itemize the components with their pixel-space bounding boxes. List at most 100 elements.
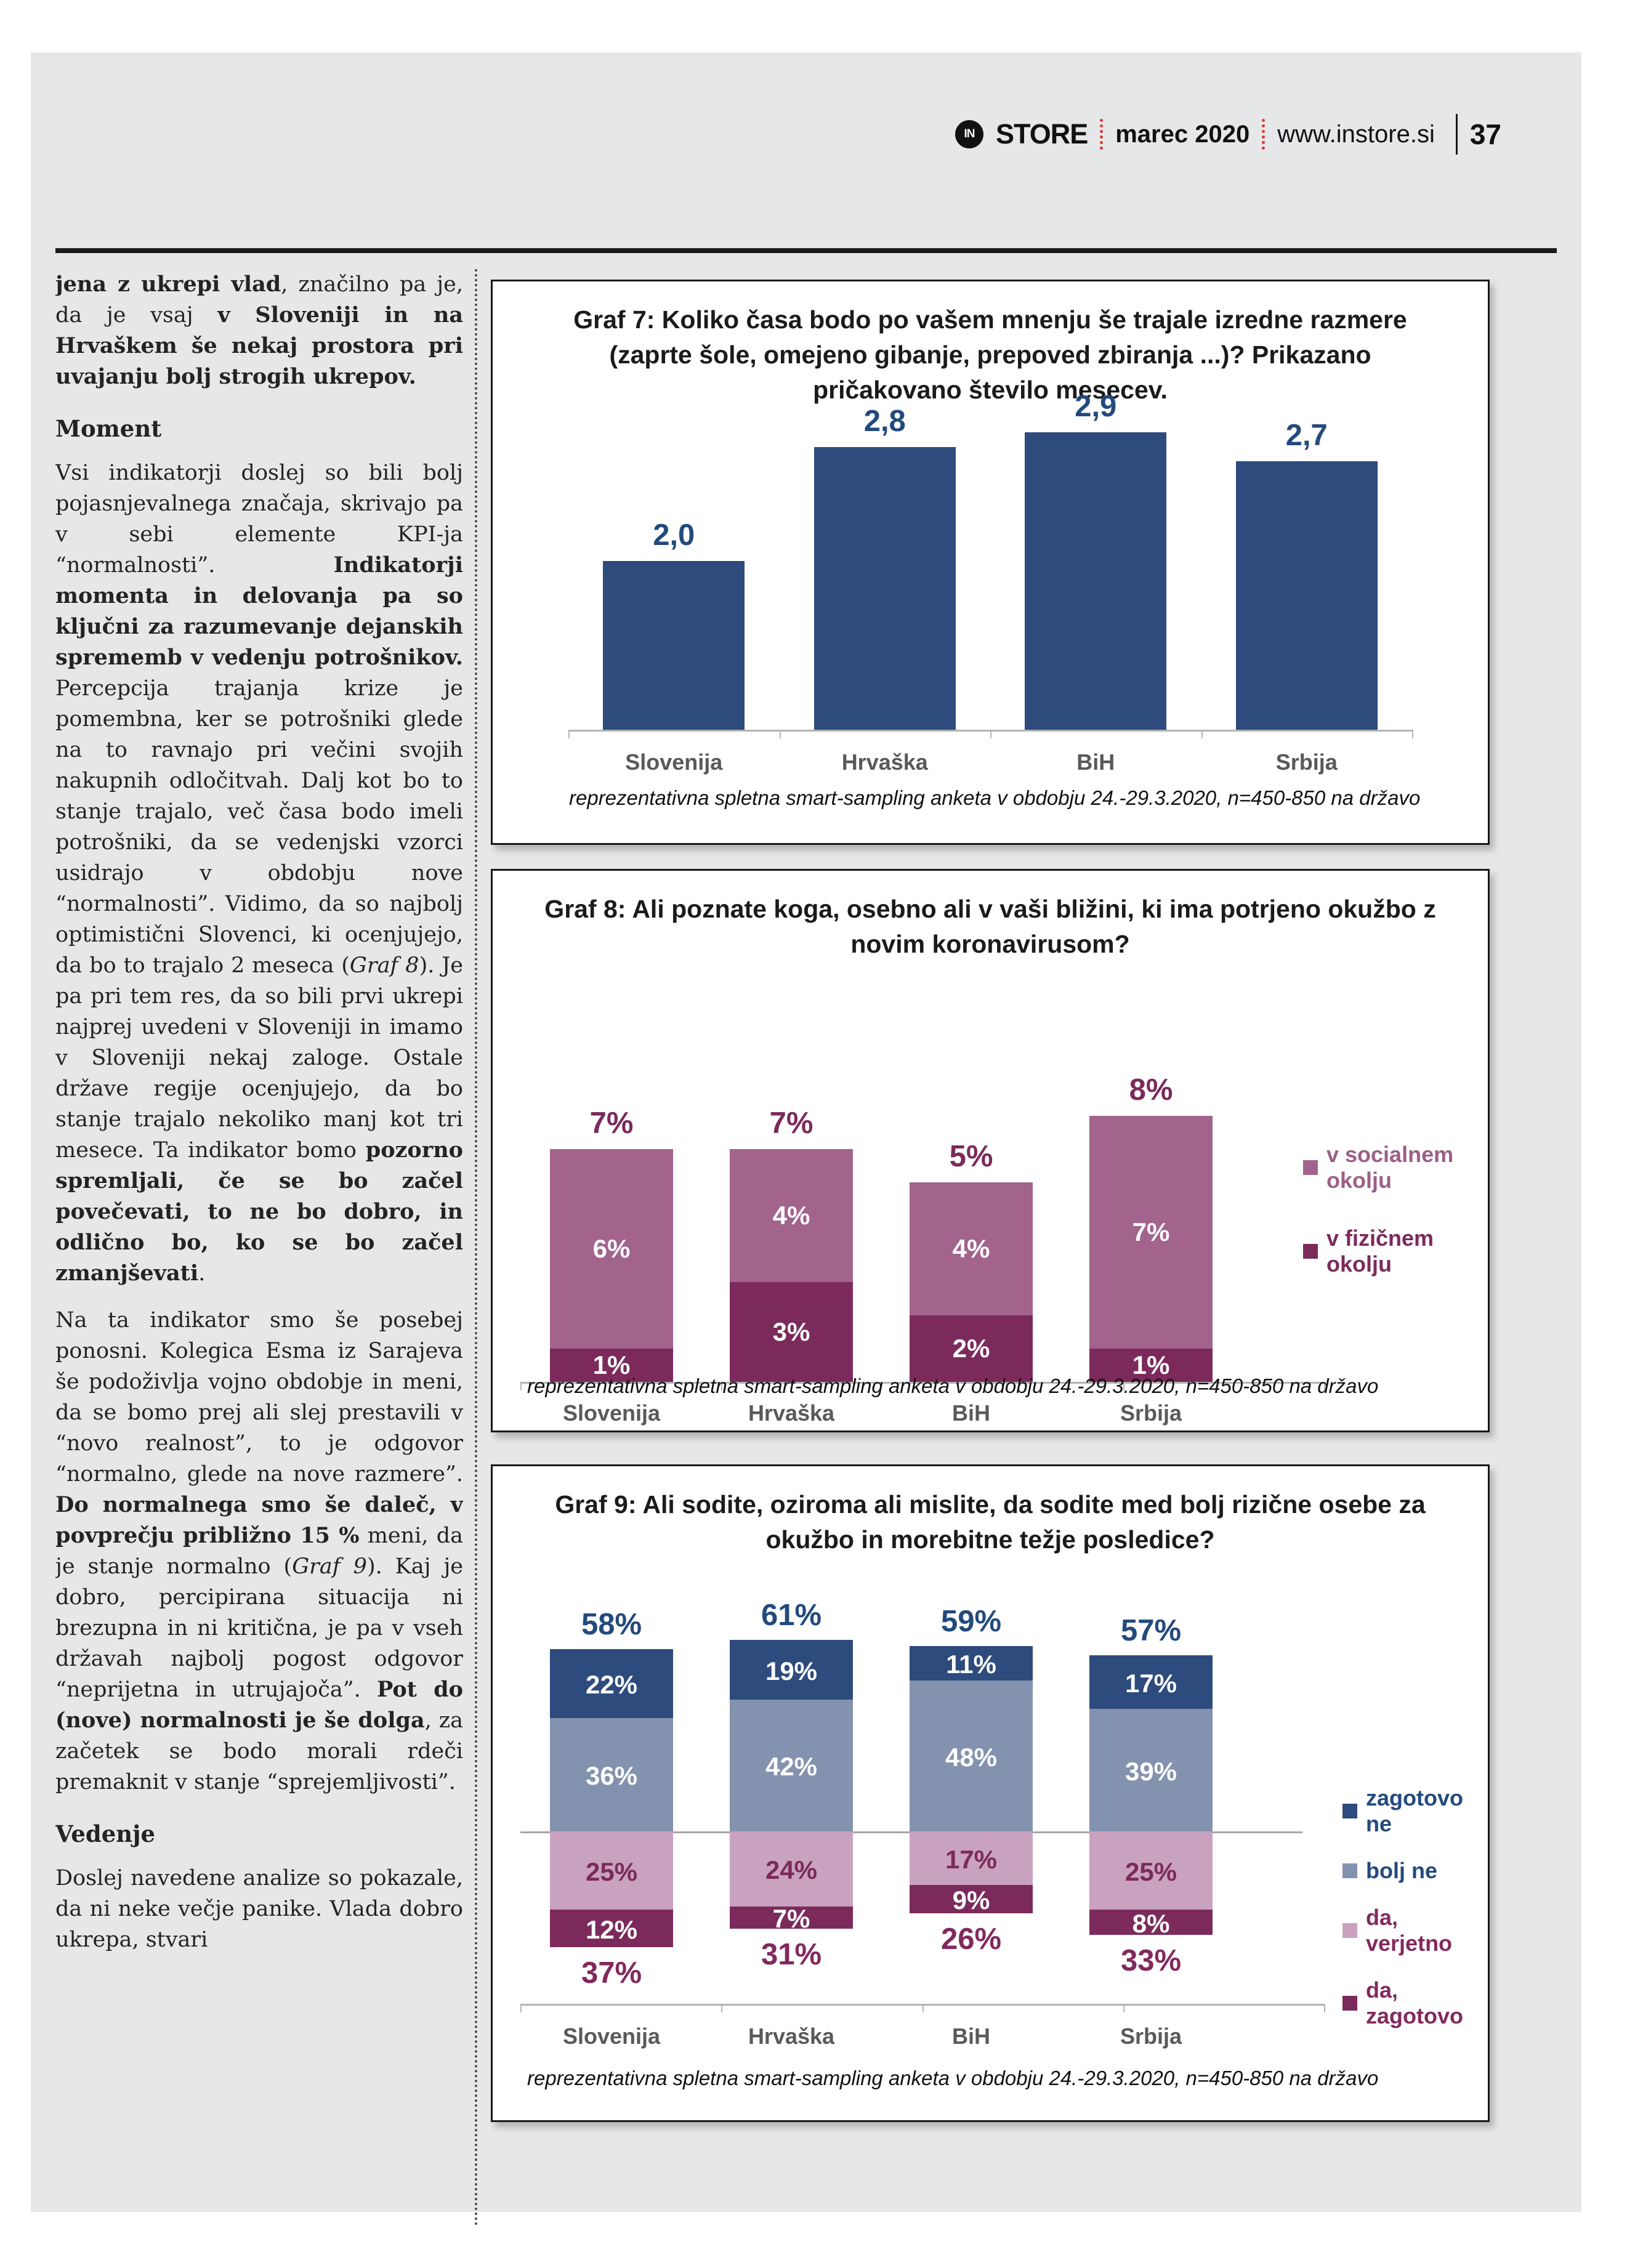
segment-label: 4% bbox=[772, 1201, 810, 1230]
chart-box-graf7: Graf 7: Koliko časa bodo po vašem mnenju… bbox=[491, 280, 1490, 845]
axis-tick bbox=[990, 730, 991, 738]
segment-label: 25% bbox=[585, 1857, 638, 1886]
issue-date: marec 2020 bbox=[1115, 120, 1250, 148]
category-label-bih: BiH bbox=[952, 1400, 990, 1426]
segment-label: 48% bbox=[945, 1742, 998, 1772]
page-number: 37 bbox=[1469, 118, 1501, 150]
column-separator bbox=[475, 269, 477, 2227]
segment-da-zagotovo-slovenija bbox=[550, 1910, 673, 1947]
total-label: 7% bbox=[589, 1107, 634, 1140]
segment-da-zagotovo-srbija bbox=[1089, 1910, 1213, 1935]
article-text-run: Pot do (nove) normalnosti je še dolga bbox=[55, 1677, 463, 1733]
magazine-page: IN STORE marec 2020 www.instore.si 37 je… bbox=[31, 52, 1581, 2227]
axis-tick bbox=[721, 1382, 723, 1390]
chart-title-graf9: Graf 9: Ali sodite, oziroma ali mislite,… bbox=[555, 1490, 1426, 1554]
article-text-run: ). Je pa pri tem res, da so bili prvi uk… bbox=[55, 953, 463, 1163]
segment-label: 22% bbox=[585, 1670, 638, 1699]
chart-title-graf7: Graf 7: Koliko časa bodo po vašem mnenju… bbox=[573, 305, 1407, 404]
axis-tick bbox=[721, 2004, 723, 2012]
axis-tick bbox=[1123, 2004, 1124, 2012]
segment-label: 25% bbox=[1124, 1857, 1177, 1886]
category-label-bih: BiH bbox=[952, 2024, 990, 2049]
segment-socialno-srbija bbox=[1089, 1116, 1213, 1349]
axis-tick bbox=[1324, 2004, 1325, 2012]
segment-da-verjetno-slovenija bbox=[550, 1831, 673, 1910]
axis-tick bbox=[520, 2004, 522, 2012]
chart-legend: zagotovo ne bolj ne da, verjetno da, zagoto… bbox=[1342, 1785, 1488, 2029]
segment-label: 7% bbox=[1132, 1217, 1170, 1246]
legend-swatch-icon bbox=[1342, 1863, 1357, 1878]
segment-label: 7% bbox=[772, 1904, 810, 1933]
segment-label: 2% bbox=[952, 1334, 990, 1363]
bottom-total-label: 31% bbox=[761, 1938, 822, 1971]
segment-da-zagotovo-hrvaška bbox=[730, 1907, 853, 1929]
bar-value-label: 2,0 bbox=[653, 519, 695, 552]
bar-value-label: 2,8 bbox=[863, 405, 906, 438]
article-paragraph: Na ta indikator smo še posebej ponosni. … bbox=[55, 1305, 463, 1798]
instore-logo-icon: IN bbox=[955, 120, 984, 148]
segment-da-zagotovo-bih bbox=[910, 1885, 1033, 1913]
axis-tick bbox=[922, 2004, 924, 2012]
legend-item-zagotovo-ne: zagotovo ne bbox=[1342, 1785, 1488, 1837]
legend-item-v-fizi-nem-okolju: v fizičnem okolju bbox=[1303, 1225, 1488, 1277]
article-paragraph: Vsi indikatorji doslej so bili bolj poja… bbox=[55, 458, 463, 1289]
legend-label: zagotovo ne bbox=[1366, 1785, 1463, 1836]
segment-fizicno-hrvaška bbox=[730, 1282, 853, 1382]
segment-label: 6% bbox=[592, 1234, 631, 1263]
segment-zagotovo-ne-bih bbox=[910, 1646, 1033, 1681]
segment-da-verjetno-srbija bbox=[1089, 1831, 1213, 1910]
article-text-run: jena z ukrepi vlad bbox=[55, 272, 281, 297]
category-label-slovenija: Slovenija bbox=[562, 1400, 661, 1426]
legend-swatch-icon bbox=[1342, 1804, 1357, 1818]
segment-label: 3% bbox=[772, 1317, 810, 1346]
top-total-label: 61% bbox=[761, 1599, 822, 1632]
segment-label: 19% bbox=[765, 1656, 818, 1685]
legend-label: v socialnem okolju bbox=[1326, 1142, 1454, 1193]
bottom-total-label: 33% bbox=[1120, 1944, 1182, 1977]
article-text-run: Percepcija trajanja krize je pomembna, k… bbox=[55, 676, 463, 978]
segment-label: 36% bbox=[585, 1761, 638, 1790]
article-text-run: Indikatorji momenta in delovanja pa so k… bbox=[55, 552, 463, 670]
segment-label: 8% bbox=[1132, 1908, 1170, 1938]
axis-tick bbox=[568, 730, 570, 738]
dotted-separator-icon bbox=[1100, 119, 1104, 150]
brand-name: STORE bbox=[996, 118, 1088, 150]
chart-legend: v socialnem okolju v fizičnem okolju bbox=[1303, 1142, 1488, 1277]
article-heading: Moment bbox=[55, 415, 162, 442]
legend-swatch-icon bbox=[1342, 1996, 1357, 2011]
chart-box-graf9: Graf 9: Ali sodite, oziroma ali mislite,… bbox=[491, 1464, 1490, 2122]
axis-tick bbox=[779, 730, 781, 738]
category-label-bih: BiH bbox=[1076, 749, 1115, 775]
segment-label: 9% bbox=[952, 1886, 990, 1915]
article-paragraph: Doslej navedene analize so pokazale, da … bbox=[55, 1863, 463, 1955]
segment-label: 17% bbox=[1124, 1668, 1177, 1698]
legend-label: da, verjetno bbox=[1366, 1905, 1453, 1956]
legend-label: da, zagotovo bbox=[1366, 1977, 1463, 2028]
legend-item-da--zagotovo: da, zagotovo bbox=[1342, 1977, 1488, 2029]
bar-srbija bbox=[1235, 461, 1378, 730]
segment-da-verjetno-bih bbox=[910, 1831, 1033, 1885]
legend-swatch-icon bbox=[1303, 1160, 1318, 1175]
segment-bolj-ne-srbija bbox=[1089, 1709, 1213, 1831]
segment-da-verjetno-hrvaška bbox=[730, 1831, 853, 1907]
top-total-label: 59% bbox=[940, 1605, 1002, 1638]
category-label-srbija: Srbija bbox=[1275, 749, 1338, 775]
legend-item-v-socialnem-okolju: v socialnem okolju bbox=[1303, 1142, 1488, 1193]
article-text-run: , za začetek se bodo morali rdeči premak… bbox=[55, 1708, 463, 1794]
article-text-run: . bbox=[198, 1261, 206, 1286]
segment-zagotovo-ne-slovenija bbox=[550, 1649, 673, 1718]
website-url: www.instore.si bbox=[1277, 120, 1435, 148]
segment-label: 42% bbox=[765, 1752, 818, 1781]
axis-tick bbox=[1123, 1382, 1124, 1390]
chart-box-graf8: Graf 8: Ali poznate koga, osebno ali v v… bbox=[491, 869, 1490, 1432]
article-heading: Vedenje bbox=[55, 1820, 156, 1847]
total-label: 8% bbox=[1129, 1073, 1173, 1107]
article-text-run: Doslej navedene analize so pokazale, da … bbox=[55, 1866, 463, 1952]
bar-bih bbox=[1025, 432, 1167, 730]
bar-slovenija bbox=[603, 561, 745, 730]
axis-tick bbox=[520, 1382, 522, 1390]
article-paragraph: jena z ukrepi vlad, značilno pa je, da j… bbox=[55, 269, 463, 392]
legend-label: v fizičnem okolju bbox=[1326, 1225, 1434, 1277]
article-text-run: Graf 9 bbox=[292, 1554, 367, 1579]
chart-plot-graf7: 2,0 Slovenija 2,8 Hrvaška 2,9 BiH 2,7 Srbija bbox=[493, 281, 1488, 843]
